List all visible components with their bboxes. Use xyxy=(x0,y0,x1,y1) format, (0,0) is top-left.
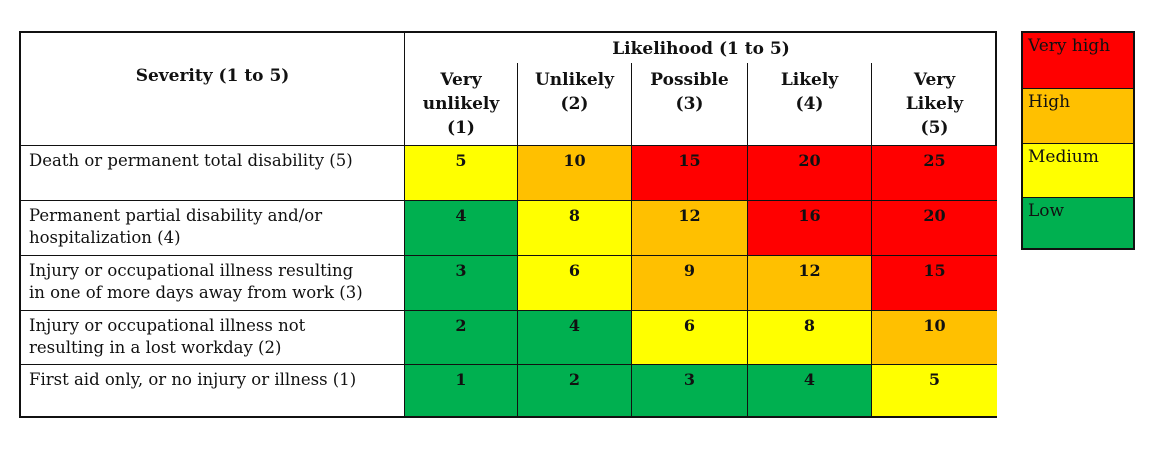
risk-cell: 25 xyxy=(871,145,997,200)
risk-cell: 2 xyxy=(517,364,631,416)
column-header-line: Very xyxy=(913,70,956,90)
risk-cell: 4 xyxy=(517,310,631,364)
column-header-line: Likely xyxy=(780,70,839,90)
risk-cell: 1 xyxy=(405,364,517,416)
risk-matrix-table: Severity (1 to 5) Likelihood (1 to 5) Ve… xyxy=(19,31,997,418)
risk-cell: 6 xyxy=(631,310,747,364)
risk-cell: 5 xyxy=(871,364,997,416)
column-header-line: (2) xyxy=(560,94,589,114)
risk-cell: 4 xyxy=(405,200,517,255)
row-label-line: in one of more days away from work (3) xyxy=(29,283,363,302)
risk-cell: 15 xyxy=(631,145,747,200)
row-label-line: resulting in a lost workday (2) xyxy=(29,338,282,357)
row-label-severity-5: Death or permanent total disability (5) xyxy=(21,145,405,200)
column-header-likely: Likely (4) xyxy=(747,63,871,145)
severity-header-label: Severity (1 to 5) xyxy=(135,66,290,86)
risk-cell: 16 xyxy=(747,200,871,255)
row-label-severity-1: First aid only, or no injury or illness … xyxy=(21,364,405,416)
row-label-severity-4: Permanent partial disability and/or hosp… xyxy=(21,200,405,255)
severity-header: Severity (1 to 5) xyxy=(21,33,405,145)
column-header-line: unlikely xyxy=(422,94,500,114)
risk-cell: 15 xyxy=(871,255,997,310)
risk-legend: Very high High Medium Low xyxy=(1021,31,1135,250)
column-header-unlikely: Unlikely (2) xyxy=(517,63,631,145)
risk-cell: 3 xyxy=(631,364,747,416)
risk-cell: 20 xyxy=(747,145,871,200)
legend-item-high: High xyxy=(1023,88,1133,143)
column-header-line: (5) xyxy=(920,118,949,138)
column-header-very-likely: Very Likely (5) xyxy=(871,63,997,145)
legend-item-low: Low xyxy=(1023,197,1133,248)
risk-cell: 12 xyxy=(747,255,871,310)
column-header-possible: Possible (3) xyxy=(631,63,747,145)
row-label-line: Injury or occupational illness resulting xyxy=(29,261,354,280)
row-label-line: hospitalization (4) xyxy=(29,228,181,247)
row-label-line: First aid only, or no injury or illness … xyxy=(29,370,357,389)
risk-cell: 6 xyxy=(517,255,631,310)
legend-item-very-high: Very high xyxy=(1023,33,1133,88)
risk-cell: 8 xyxy=(747,310,871,364)
risk-cell: 10 xyxy=(871,310,997,364)
risk-cell: 10 xyxy=(517,145,631,200)
column-header-line: Likely xyxy=(905,94,964,114)
row-label-line: Permanent partial disability and/or xyxy=(29,206,323,225)
column-header-line: Very xyxy=(440,70,482,90)
risk-cell: 9 xyxy=(631,255,747,310)
risk-cell: 3 xyxy=(405,255,517,310)
legend-item-medium: Medium xyxy=(1023,143,1133,197)
column-header-line: Unlikely xyxy=(534,70,615,90)
risk-cell: 5 xyxy=(405,145,517,200)
row-label-severity-2: Injury or occupational illness not resul… xyxy=(21,310,405,364)
risk-cell: 4 xyxy=(747,364,871,416)
row-label-line: Injury or occupational illness not xyxy=(29,316,306,335)
column-header-line: (4) xyxy=(795,94,824,114)
column-header-line: Possible xyxy=(650,70,729,90)
column-header-very-unlikely: Very unlikely (1) xyxy=(405,63,517,145)
risk-cell: 2 xyxy=(405,310,517,364)
row-label-line: Death or permanent total disability (5) xyxy=(29,151,353,170)
column-header-line: (1) xyxy=(447,118,475,138)
column-header-line: (3) xyxy=(675,94,704,114)
row-label-severity-3: Injury or occupational illness resulting… xyxy=(21,255,405,310)
risk-cell: 12 xyxy=(631,200,747,255)
likelihood-header: Likelihood (1 to 5) xyxy=(405,33,997,63)
risk-cell: 8 xyxy=(517,200,631,255)
risk-cell: 20 xyxy=(871,200,997,255)
likelihood-header-label: Likelihood (1 to 5) xyxy=(612,39,790,59)
